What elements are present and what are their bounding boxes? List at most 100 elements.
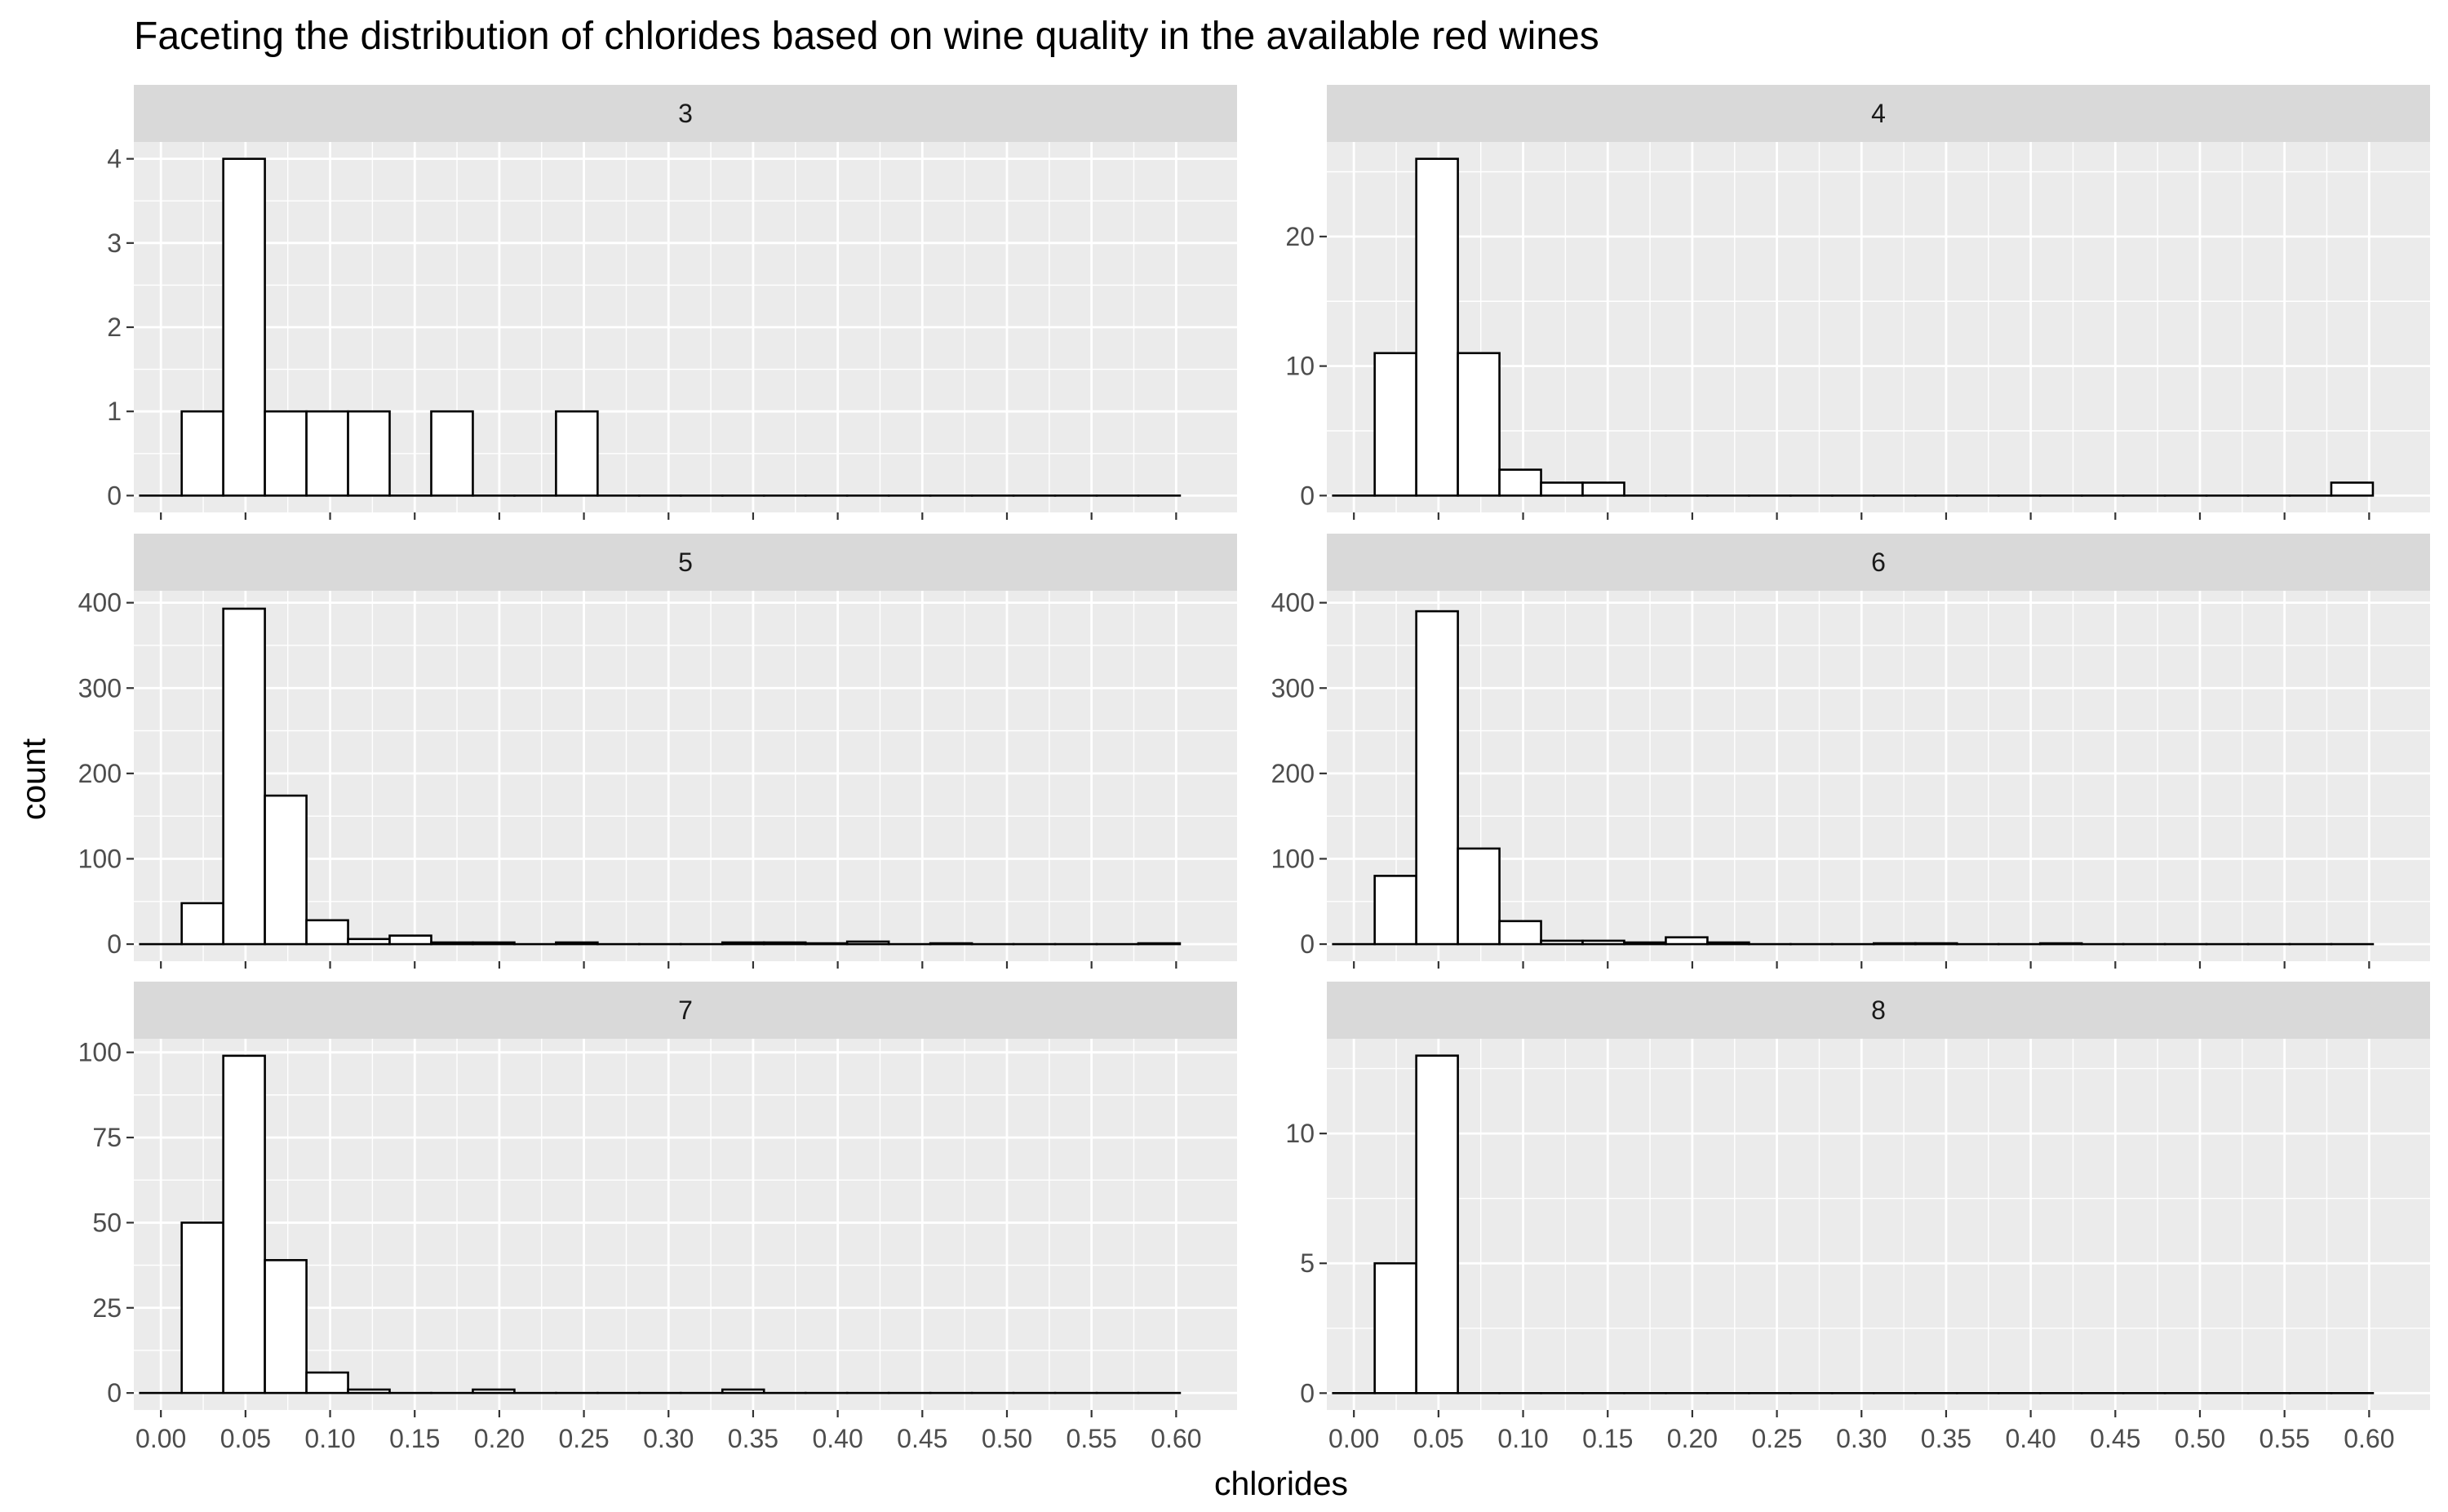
facet-panel-7: 7 0 25 50 75 100 0.00 0.05 0.10 0.15 0.20 0.25 0.30 0… — [78, 982, 1237, 1453]
x-tick-label: 0.25 — [1751, 1424, 1802, 1453]
facet-strip-label: 6 — [1871, 548, 1886, 577]
histogram-bar — [1457, 352, 1501, 497]
histogram-bar — [1540, 939, 1584, 946]
x-tick-label: 0.50 — [2175, 1424, 2225, 1453]
histogram-bar — [388, 934, 432, 946]
histogram-bar — [180, 410, 224, 497]
facet-strip — [134, 85, 1237, 142]
facet-panel-6: 6 0 100 200 300 400 — [1271, 534, 2430, 969]
histogram-bar — [1415, 1054, 1459, 1394]
histogram-bar — [1457, 847, 1501, 946]
x-tick-label: 0.15 — [389, 1424, 440, 1453]
x-tick-label: 0.20 — [1667, 1424, 1718, 1453]
x-tick-label: 0.60 — [1151, 1424, 1201, 1453]
histogram-bar — [1415, 610, 1459, 946]
histogram-bar — [721, 941, 765, 946]
histogram-bar — [2038, 942, 2083, 946]
y-tick-label: 20 — [1285, 222, 1315, 251]
histogram-bar — [347, 938, 391, 946]
histogram-bar — [1872, 942, 1917, 946]
histogram-bar — [305, 1371, 349, 1394]
y-tick-label: 3 — [107, 228, 122, 258]
x-tick-label: 0.45 — [897, 1424, 947, 1453]
x-tick-label: 0.35 — [1921, 1424, 1971, 1453]
y-tick-label: 100 — [78, 1038, 122, 1067]
panel-background — [1327, 1039, 2430, 1410]
x-tick-label: 0.30 — [1836, 1424, 1887, 1453]
facet-strip-label: 4 — [1871, 99, 1886, 128]
y-axis-title: count — [15, 738, 52, 820]
x-tick-label: 0.00 — [135, 1424, 186, 1453]
x-tick-label: 0.25 — [558, 1424, 609, 1453]
x-tick-label: 0.15 — [1582, 1424, 1633, 1453]
y-tick-label: 75 — [92, 1123, 122, 1152]
facet-strip — [134, 982, 1237, 1039]
x-tick-label: 0.45 — [2090, 1424, 2140, 1453]
facet-strip-label: 3 — [678, 99, 693, 128]
facet-strip-label: 5 — [678, 548, 693, 577]
histogram-bar — [430, 410, 474, 497]
panel-background — [134, 1039, 1237, 1410]
facet-strip — [1327, 85, 2430, 142]
x-tick-label: 0.10 — [304, 1424, 355, 1453]
histogram-bar — [472, 1388, 516, 1394]
y-tick-label: 0 — [107, 929, 122, 959]
y-tick-label: 4 — [107, 144, 122, 174]
histogram-bar — [180, 1222, 224, 1394]
histogram-bar — [305, 410, 349, 497]
x-tick-label: 0.05 — [1413, 1424, 1464, 1453]
histogram-bar — [1373, 875, 1417, 946]
histogram-bar — [1498, 468, 1542, 497]
x-tick-label: 0.40 — [2005, 1424, 2056, 1453]
histogram-bar — [1373, 352, 1417, 497]
y-tick-label: 10 — [1285, 352, 1315, 381]
y-tick-label: 400 — [1271, 588, 1315, 618]
histogram-bar — [845, 940, 890, 946]
x-tick-label: 0.20 — [474, 1424, 525, 1453]
histogram-bar — [1415, 157, 1459, 497]
y-tick-label: 100 — [1271, 844, 1315, 873]
y-tick-label: 25 — [92, 1293, 122, 1323]
histogram-bar — [347, 410, 391, 497]
facet-strip — [1327, 982, 2430, 1039]
histogram-bar — [555, 410, 599, 497]
facet-strip — [134, 534, 1237, 591]
x-tick-label: 0.60 — [2344, 1424, 2394, 1453]
histogram-bar — [1706, 941, 1750, 946]
histogram-bar — [430, 941, 474, 946]
histogram-bar — [472, 941, 516, 946]
y-tick-label: 300 — [78, 673, 122, 703]
histogram-bar — [2330, 481, 2375, 497]
facet-panels: 3012344010205010020030040060100200300400… — [78, 85, 2430, 1453]
y-tick-label: 0 — [1300, 1378, 1315, 1408]
x-tick-label: 0.10 — [1497, 1424, 1548, 1453]
panel-background — [134, 591, 1237, 961]
y-tick-label: 200 — [1271, 759, 1315, 788]
histogram-bar — [1137, 942, 1182, 946]
histogram-bar — [264, 794, 308, 946]
y-tick-label: 50 — [92, 1208, 122, 1237]
y-tick-label: 400 — [78, 588, 122, 618]
y-tick-label: 2 — [107, 313, 122, 342]
histogram-bar — [1373, 1261, 1417, 1394]
facet-panel-8: 8 0 5 10 0.00 0.05 0.10 0.15 0.20 0.25 0.30 0.35 0.4… — [1285, 982, 2430, 1453]
y-tick-label: 10 — [1285, 1119, 1315, 1148]
x-tick-label: 0.40 — [812, 1424, 863, 1453]
y-tick-label: 300 — [1271, 673, 1315, 703]
y-tick-label: 100 — [78, 844, 122, 873]
x-tick-label: 0.30 — [643, 1424, 694, 1453]
y-tick-label: 0 — [1300, 481, 1315, 510]
histogram-bar — [1498, 920, 1542, 946]
panel-background — [1327, 591, 2430, 961]
y-tick-label: 0 — [1300, 929, 1315, 959]
histogram-bar — [721, 1388, 765, 1394]
histogram-bar — [762, 941, 807, 946]
histogram-bar — [305, 919, 349, 946]
histogram-bar — [1581, 939, 1625, 946]
y-tick-label: 0 — [107, 481, 122, 510]
y-tick-label: 200 — [78, 759, 122, 788]
facet-panel-4: 4 0 10 20 — [1285, 85, 2430, 520]
y-tick-label: 0 — [107, 1378, 122, 1408]
histogram-bar — [347, 1388, 391, 1394]
